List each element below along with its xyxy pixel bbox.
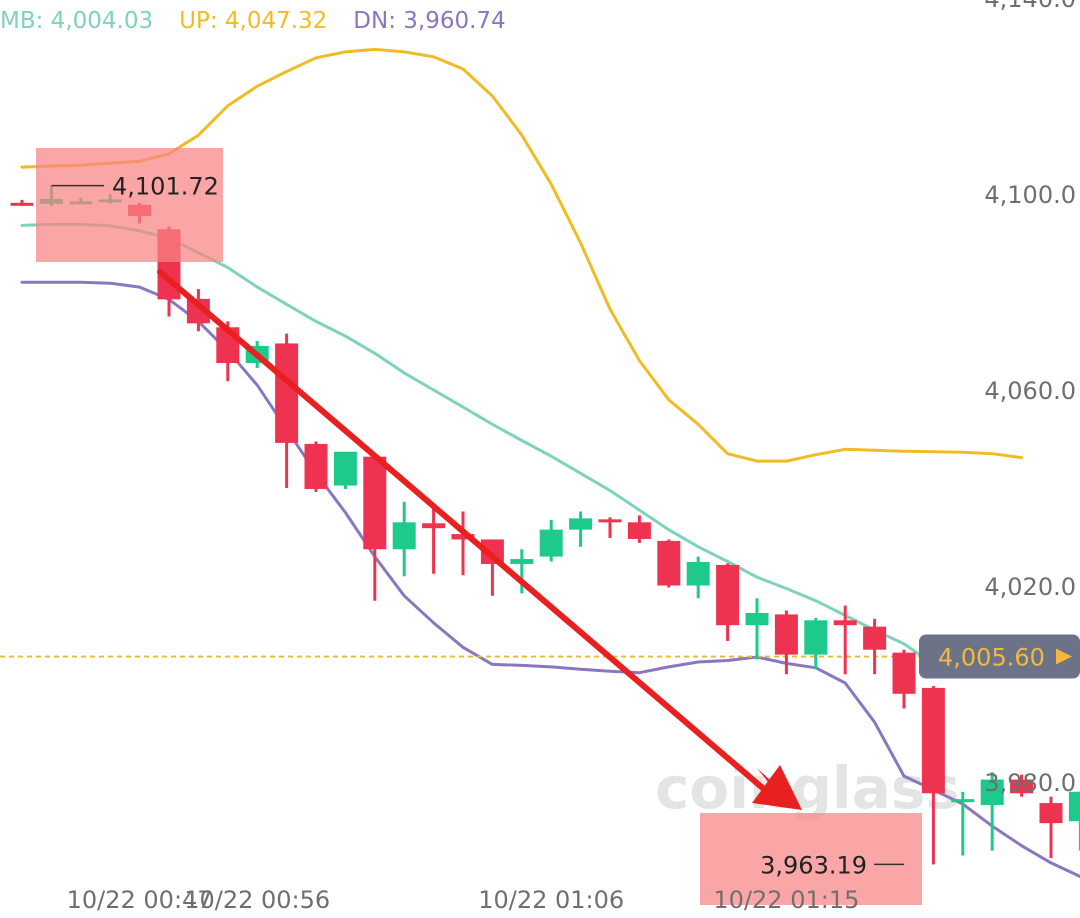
candle — [833, 605, 857, 675]
candle-body — [657, 540, 681, 586]
candle — [892, 649, 916, 709]
candle — [745, 598, 769, 660]
candles — [10, 185, 1080, 865]
bollinger-legend: MB: 4,004.03 UP: 4,047.32 DN: 3,960.74 — [0, 8, 532, 34]
x-tick-label: 10/22 01:15 — [713, 886, 859, 914]
candle — [627, 515, 651, 543]
current-price-tag: 4,005.60 — [919, 634, 1080, 679]
candle-body — [333, 451, 357, 486]
x-tick-label: 10/22 00:56 — [184, 886, 330, 914]
candle — [304, 441, 328, 492]
legend-up: UP: 4,047.32 — [179, 8, 328, 34]
candle — [951, 791, 975, 856]
candle — [1068, 791, 1080, 851]
x-tick-label: 10/22 00:47 — [67, 886, 213, 914]
candle-body — [569, 518, 593, 530]
candle — [539, 519, 563, 562]
candle — [980, 772, 1004, 851]
candle-body — [10, 202, 34, 206]
candle-body — [980, 779, 1004, 806]
high-label: 4,101.72 — [112, 173, 219, 201]
trend-arrow-shaft — [157, 269, 768, 793]
candle — [1010, 774, 1034, 797]
candle-body — [686, 561, 710, 586]
candle-body — [539, 529, 563, 557]
high-highlight-box — [36, 148, 223, 262]
candle-body — [745, 612, 769, 626]
candle — [392, 501, 416, 577]
candle — [333, 451, 357, 489]
candle-body — [275, 343, 299, 443]
candle-body — [951, 799, 975, 803]
band-up — [20, 47, 1024, 463]
candle-body — [774, 614, 798, 655]
price-tag-text: 4,005.60 — [938, 644, 1045, 672]
candle — [804, 617, 828, 670]
candle-body — [1010, 779, 1034, 794]
candle — [921, 685, 945, 865]
candle-body — [833, 620, 857, 626]
candle-body — [186, 298, 210, 324]
candle — [363, 453, 387, 601]
candle-body — [363, 456, 387, 550]
candle — [422, 508, 446, 574]
low-highlight-box — [700, 813, 922, 905]
candle — [863, 618, 887, 675]
highlights — [36, 148, 922, 905]
y-tick-label: 4,060.0 — [984, 377, 1076, 405]
candle-body — [392, 522, 416, 550]
candle — [774, 610, 798, 675]
candle-body — [598, 519, 622, 523]
price-tag-bg — [919, 634, 1080, 679]
candle-body — [892, 652, 916, 694]
annotations: 4,101.72 3,963.19 — [51, 173, 904, 879]
candle — [275, 333, 299, 488]
candle — [569, 511, 593, 547]
x-tick-label: 10/22 01:06 — [478, 886, 624, 914]
candle — [716, 563, 740, 641]
trend-arrow-head-fill — [752, 765, 802, 810]
candle — [1039, 796, 1063, 858]
price-tag-caret-icon — [1056, 648, 1072, 665]
y-tick-label: 3,980.0 — [984, 769, 1076, 797]
candle-body — [716, 564, 740, 626]
candle-body — [921, 687, 945, 794]
candle-body — [510, 559, 534, 564]
candle — [510, 549, 534, 594]
candle — [186, 289, 210, 332]
candle-body — [863, 626, 887, 650]
y-axis: 4,140.0 4,100.0 4,060.0 4,020.0 3,980.0 4,005… — [919, 0, 1080, 797]
legend-dn: DN: 3,960.74 — [353, 8, 506, 34]
y-tick-label: 4,140.0 — [984, 0, 1076, 13]
candle-body — [304, 443, 328, 489]
candle-body — [422, 523, 446, 529]
candle — [686, 556, 710, 599]
candle — [657, 539, 681, 588]
candle-body — [1068, 791, 1080, 822]
candle — [451, 511, 475, 576]
y-tick-label: 4,020.0 — [984, 573, 1076, 601]
candle — [598, 517, 622, 538]
candle-body — [804, 620, 828, 655]
candle-body — [627, 522, 651, 539]
candle — [10, 199, 34, 206]
candle-body — [1039, 803, 1063, 824]
y-tick-label: 4,100.0 — [984, 181, 1076, 209]
watermark: coinglass — [655, 754, 960, 822]
legend-mb: MB: 4,004.03 — [0, 8, 154, 34]
low-label: 3,963.19 — [760, 851, 867, 879]
candle-body — [451, 534, 475, 540]
